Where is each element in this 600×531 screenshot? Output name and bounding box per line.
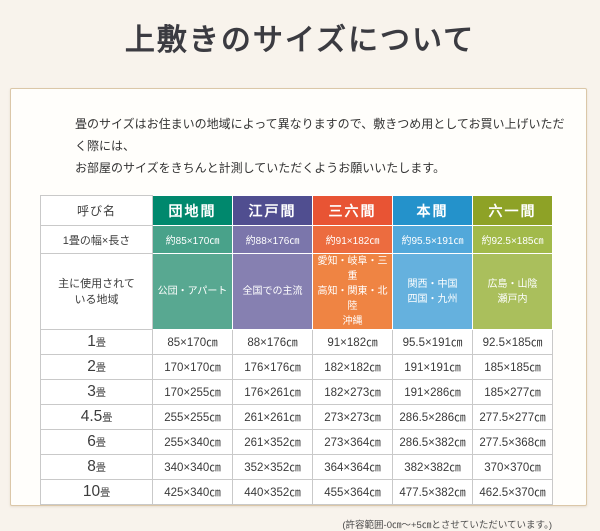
column-header-rokuichi: 六一間 — [472, 195, 553, 226]
one-mat-size-cell: 約88×176㎝ — [232, 225, 313, 254]
mat-count: 10 — [82, 483, 101, 500]
size-value: 273×273㎝ — [312, 404, 393, 430]
size-value: 95.5×191㎝ — [392, 329, 473, 355]
content-box: 畳のサイズはお住まいの地域によって異なりますので、敷きつめ用としてお買い上げいた… — [10, 88, 587, 531]
column-header-edoma: 江戸間 — [232, 195, 313, 226]
region-cell: 関西・中国 四国・九州 — [392, 253, 473, 330]
intro-text: 畳のサイズはお住まいの地域によって異なりますので、敷きつめ用としてお買い上げいた… — [75, 113, 568, 179]
intro-line-2: お部屋のサイズをきちんと計測していただくようお願いいたします。 — [75, 161, 446, 175]
table-header-row: 呼び名 団地間 江戸間 三六間 本間 六一間 — [40, 195, 553, 226]
size-value: 425×340㎝ — [152, 479, 233, 505]
intro-line-1: 畳のサイズはお住まいの地域によって異なりますので、敷きつめ用としてお買い上げいた… — [75, 117, 565, 153]
mat-unit: 畳 — [95, 338, 106, 349]
size-value: 255×340㎝ — [152, 429, 233, 455]
row-label: 2畳 — [40, 354, 153, 380]
table-row-8mat: 8畳 340×340㎝ 352×352㎝ 364×364㎝ 382×382㎝ 3… — [40, 454, 553, 480]
region-cell: 全国での主流 — [232, 253, 313, 330]
one-mat-size-cell: 約91×182㎝ — [312, 225, 393, 254]
mat-count: 1 — [87, 333, 96, 350]
mat-unit: 畳 — [102, 413, 113, 424]
size-value: 191×191㎝ — [392, 354, 473, 380]
size-value: 382×382㎝ — [392, 454, 473, 480]
table-row-1mat: 1畳 85×170㎝ 88×176㎝ 91×182㎝ 95.5×191㎝ 92.… — [40, 329, 553, 355]
size-value: 185×277㎝ — [472, 379, 553, 405]
row-label: 8畳 — [40, 454, 153, 480]
mat-count: 2 — [87, 358, 96, 375]
row-label: 1畳 — [40, 329, 153, 355]
size-value: 277.5×368㎝ — [472, 429, 553, 455]
size-value: 273×364㎝ — [312, 429, 393, 455]
size-value: 364×364㎝ — [312, 454, 393, 480]
one-mat-size-cell: 約95.5×191㎝ — [392, 225, 473, 254]
size-value: 477.5×382㎝ — [392, 479, 473, 505]
tolerance-note: (許容範囲-0㎝～+5㎝とさせていただいています。) — [342, 520, 552, 531]
size-value: 340×340㎝ — [152, 454, 233, 480]
region-cell: 公団・アパート — [152, 253, 233, 330]
mat-count: 4.5 — [80, 408, 103, 425]
size-value: 170×255㎝ — [152, 379, 233, 405]
one-mat-size-cell: 約92.5×185㎝ — [472, 225, 553, 254]
size-value: 176×261㎝ — [232, 379, 313, 405]
size-value: 91×182㎝ — [312, 329, 393, 355]
size-value: 176×176㎝ — [232, 354, 313, 380]
size-value: 352×352㎝ — [232, 454, 313, 480]
region-cell: 愛知・岐阜・三重 高知・関東・北陸 沖縄 — [312, 253, 393, 330]
mat-unit: 畳 — [100, 488, 111, 499]
table-row-4_5mat: 4.5畳 255×255㎝ 261×261㎝ 273×273㎝ 286.5×28… — [40, 404, 553, 430]
mat-count: 6 — [87, 433, 96, 450]
region-cell: 広島・山陰 瀬戸内 — [472, 253, 553, 330]
column-header-sabroku: 三六間 — [312, 195, 393, 226]
size-value: 85×170㎝ — [152, 329, 233, 355]
row-label: 3畳 — [40, 379, 153, 405]
size-value: 462.5×370㎝ — [472, 479, 553, 505]
corner-header: 呼び名 — [40, 195, 153, 226]
size-value: 255×255㎝ — [152, 404, 233, 430]
region-row-header: 主に使用されて いる地域 — [40, 253, 153, 330]
size-value: 92.5×185㎝ — [472, 329, 553, 355]
one-mat-size-row: 1畳の幅×長さ 約85×170㎝ 約88×176㎝ 約91×182㎝ 約95.5… — [40, 225, 553, 254]
size-value: 286.5×382㎝ — [392, 429, 473, 455]
mat-unit: 畳 — [95, 463, 106, 474]
size-value: 170×170㎝ — [152, 354, 233, 380]
column-header-danchima: 団地間 — [152, 195, 233, 226]
size-value: 440×352㎝ — [232, 479, 313, 505]
size-value: 185×185㎝ — [472, 354, 553, 380]
size-value: 277.5×277㎝ — [472, 404, 553, 430]
size-value: 261×352㎝ — [232, 429, 313, 455]
region-row: 主に使用されて いる地域 公団・アパート 全国での主流 愛知・岐阜・三重 高知・… — [40, 253, 553, 330]
table-row-6mat: 6畳 255×340㎝ 261×352㎝ 273×364㎝ 286.5×382㎝… — [40, 429, 553, 455]
size-value: 286.5×286㎝ — [392, 404, 473, 430]
one-mat-size-cell: 約85×170㎝ — [152, 225, 233, 254]
mat-unit: 畳 — [95, 388, 106, 399]
size-value: 370×370㎝ — [472, 454, 553, 480]
page-title: 上敷きのサイズについて — [124, 23, 476, 58]
mat-count: 8 — [87, 458, 96, 475]
row-label: 10畳 — [40, 479, 153, 505]
size-value: 191×286㎝ — [392, 379, 473, 405]
size-value: 261×261㎝ — [232, 404, 313, 430]
mat-unit: 畳 — [95, 438, 106, 449]
table-row-10mat: 10畳 425×340㎝ 440×352㎝ 455×364㎝ 477.5×382… — [40, 479, 553, 505]
size-row-header: 1畳の幅×長さ — [40, 225, 153, 254]
size-value: 88×176㎝ — [232, 329, 313, 355]
size-value: 182×182㎝ — [312, 354, 393, 380]
size-value: 182×273㎝ — [312, 379, 393, 405]
mat-unit: 畳 — [95, 363, 106, 374]
tatami-size-table: 呼び名 団地間 江戸間 三六間 本間 六一間 1畳の幅×長さ 約85×170㎝ … — [40, 195, 553, 505]
row-label: 6畳 — [40, 429, 153, 455]
size-value: 455×364㎝ — [312, 479, 393, 505]
table-row-2mat: 2畳 170×170㎝ 176×176㎝ 182×182㎝ 191×191㎝ 1… — [40, 354, 553, 380]
mat-count: 3 — [87, 383, 96, 400]
table-row-3mat: 3畳 170×255㎝ 176×261㎝ 182×273㎝ 191×286㎝ 1… — [40, 379, 553, 405]
column-header-honma: 本間 — [392, 195, 473, 226]
row-label: 4.5畳 — [40, 404, 153, 430]
